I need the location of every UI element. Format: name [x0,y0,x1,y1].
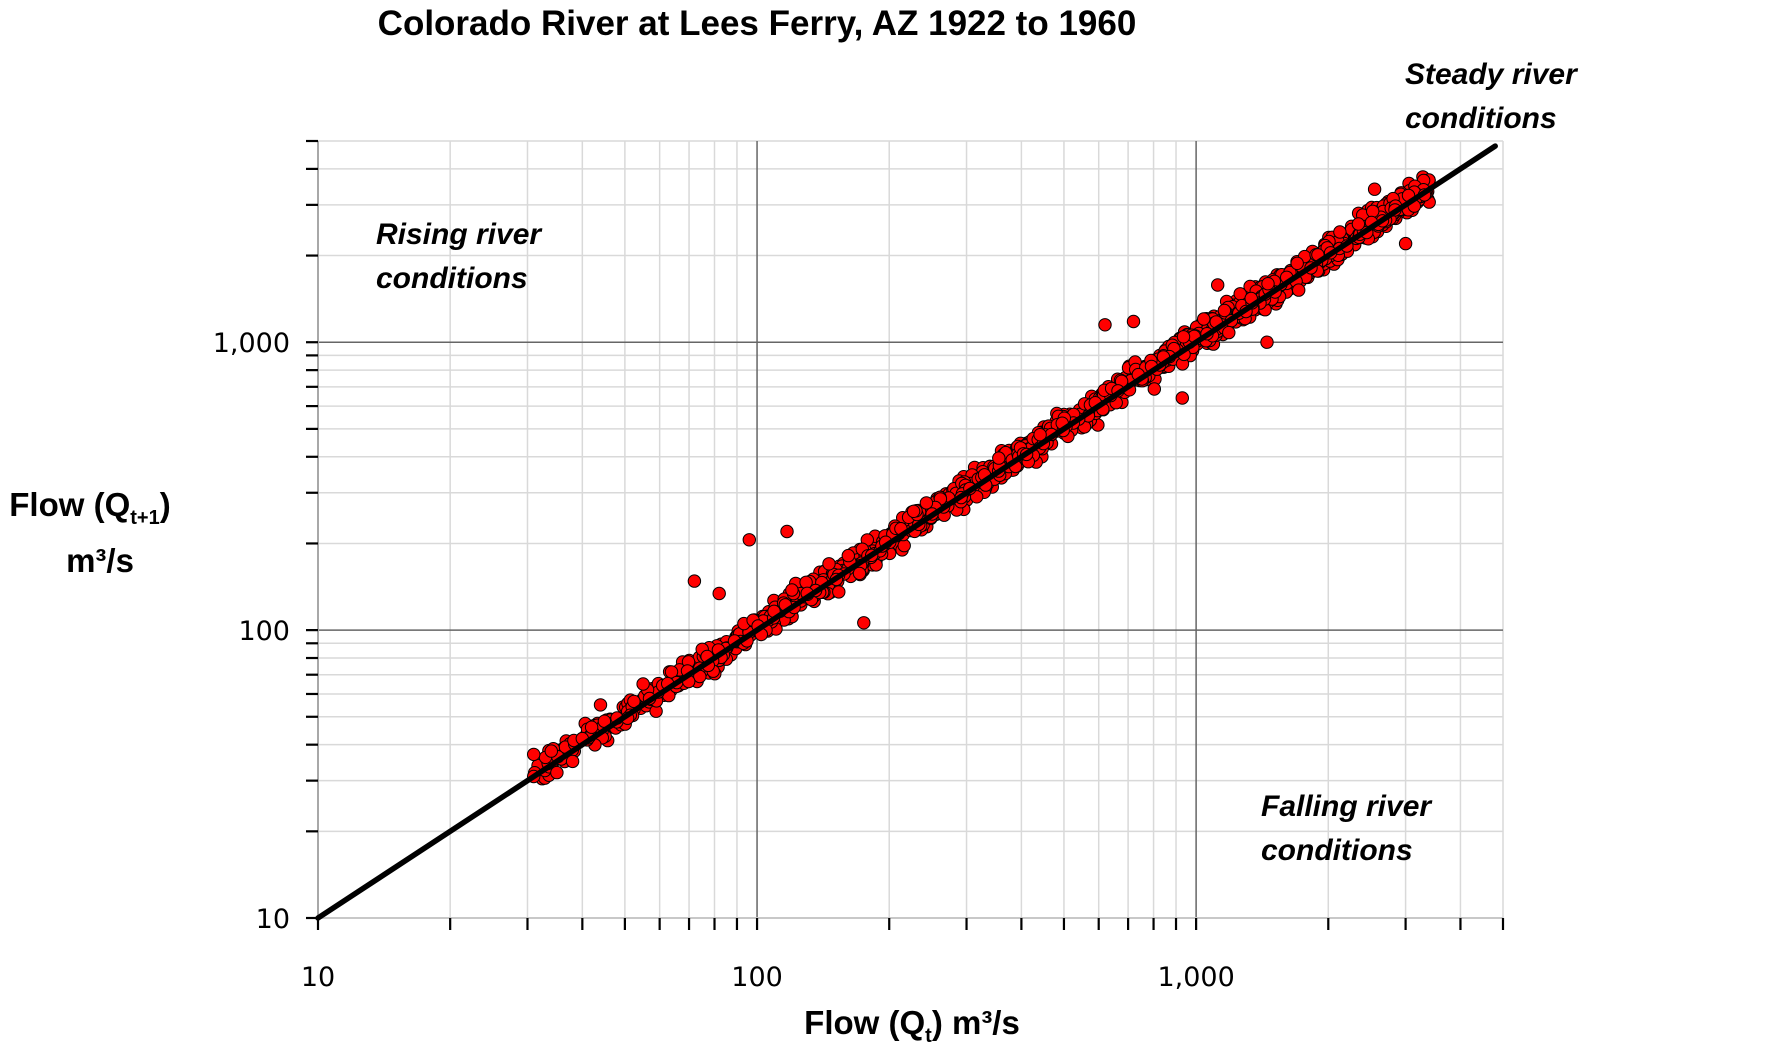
scatter-point [1217,303,1232,318]
scatter-point [1367,182,1382,196]
scatter-point [1290,256,1304,270]
scatter-point [1211,278,1225,292]
x-axis-label-tail: ) m³/s [932,1004,1020,1041]
axis-ticks [306,139,1505,930]
y-tick-label: 100 [238,616,290,647]
scatter-point [822,557,836,571]
one-to-one-line [315,143,1498,921]
x-tick-label: 1,000 [1157,962,1234,993]
scatter-point [1176,330,1191,344]
scatter-point [527,747,541,762]
y-axis-label: Flow (Qt+1) [9,486,170,529]
annotation-rising: Rising river conditions [376,218,549,295]
x-tick-label: 100 [731,962,783,993]
annotation-steady-line2: conditions [1405,102,1557,135]
x-axis-label-sub: t [925,1025,932,1047]
annotation-rising-line2: conditions [376,262,528,295]
y-axis-label-units: m³/s [66,542,134,579]
scatter-point [550,765,564,780]
scatter-point [636,677,650,691]
axes [317,141,1503,919]
scatter-point [1126,314,1141,329]
scatter-point [1292,283,1306,297]
scatter-point [712,586,726,601]
scatter-point [1260,335,1274,349]
scatter-point [1366,204,1380,219]
scatter-point [1333,225,1347,239]
scatter-point [742,533,756,547]
scatter-point [857,616,871,630]
x-tick-label: 10 [301,962,335,993]
annotation-falling-line1: Falling river [1261,790,1433,823]
annotation-falling: Falling river conditions [1261,790,1439,867]
scatter-point [1351,217,1366,231]
y-tick-label: 1,000 [213,328,290,359]
annotation-steady-line1: Steady river [1405,58,1579,91]
scatter-point [1261,277,1275,291]
scatter-point [992,451,1006,465]
scatter-point [1197,312,1211,326]
scatter-point [1398,236,1413,251]
scatter-point [1175,391,1190,405]
scatter-point [584,720,599,734]
major-gridlines [318,141,1503,918]
scatter-point [841,548,855,563]
y-axis-label-tail: ) [160,486,171,523]
scatter-point [1033,428,1047,442]
tick-labels: 10 100 1,000 10 100 1,000 [213,328,1235,993]
scatter-point [780,524,794,539]
x-axis-label-main: Flow (Q [804,1004,925,1041]
scatter-point [1147,382,1162,396]
scatter-point [785,583,799,597]
annotation-falling-line2: conditions [1261,834,1413,867]
chart-title: Colorado River at Lees Ferry, AZ 1922 to… [378,4,1137,43]
scatter-point [919,496,934,510]
scatter-point [1098,318,1112,332]
scatter-point [897,538,911,553]
x-axis-label: Flow (Qt) m³/s [804,1004,1020,1047]
scatter-point [906,504,921,518]
y-axis-label-main: Flow (Q [9,486,130,523]
y-axis-label-sub: t+1 [130,507,159,529]
scatter-point [544,744,558,758]
y-tick-label: 10 [256,904,290,935]
scatter-point [593,698,608,712]
annotation-steady: Steady river conditions [1405,58,1585,135]
scatter-point [1222,325,1236,340]
scatter-point [832,585,846,599]
annotation-rising-line1: Rising river [376,218,543,251]
scatter-point [852,566,867,581]
scatter-point [565,754,580,769]
scatter-point [687,574,702,588]
